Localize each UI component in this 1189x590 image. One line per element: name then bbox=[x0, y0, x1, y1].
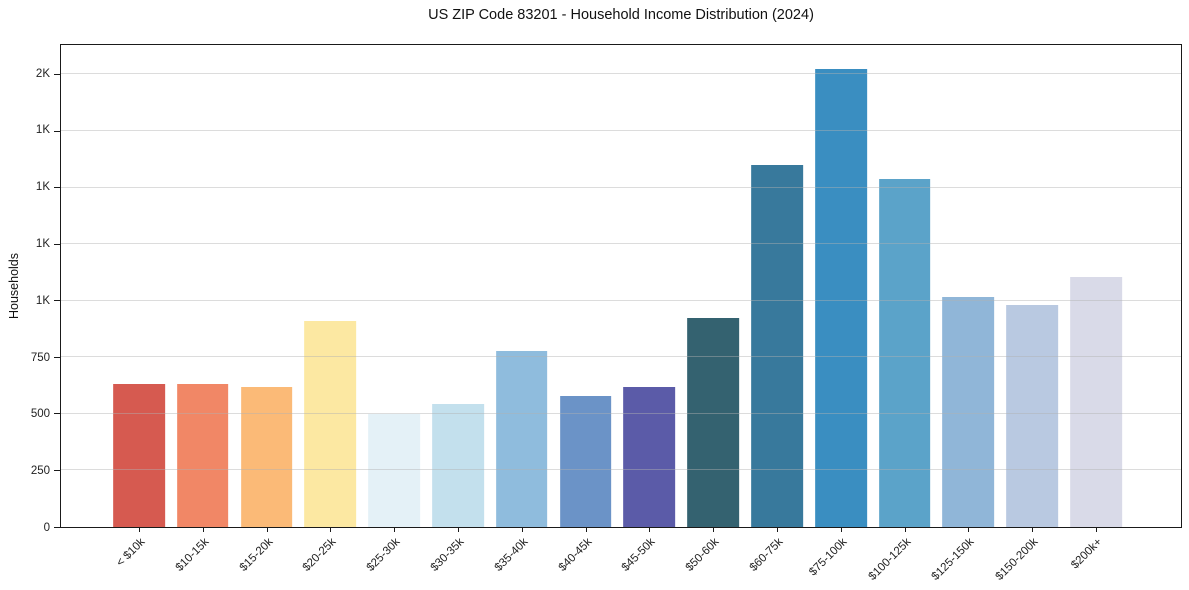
x-tick-mark bbox=[1032, 527, 1034, 532]
gridline-1000 bbox=[61, 299, 1181, 301]
y-tick-mark bbox=[54, 243, 60, 245]
x-tick-label: $200k+ bbox=[1069, 536, 1105, 572]
x-tick-mark bbox=[713, 527, 715, 532]
bar-slot: $30-35k bbox=[426, 45, 490, 574]
bar-slot: $50-60k bbox=[681, 45, 745, 574]
x-tick-label: $25-30k bbox=[364, 536, 403, 574]
x-tick-mark bbox=[202, 527, 204, 532]
x-tick-mark bbox=[394, 527, 396, 532]
bar-60-75k bbox=[751, 164, 803, 527]
bar-slot: $100-125k bbox=[866, 45, 937, 583]
gridline-250 bbox=[61, 469, 1181, 471]
bar-100-125k bbox=[878, 178, 931, 527]
chart-title: US ZIP Code 83201 - Household Income Dis… bbox=[428, 7, 814, 23]
y-tick-label: 1K bbox=[35, 237, 50, 250]
bar-slot: $40-45k bbox=[554, 45, 618, 574]
x-tick-label: $50-60k bbox=[683, 536, 722, 574]
x-tick-label: $125-150k bbox=[930, 536, 977, 583]
x-tick-label: < $10k bbox=[114, 536, 148, 570]
x-tick-mark bbox=[968, 527, 970, 532]
bar-slot: $35-40k bbox=[490, 45, 554, 574]
y-tick-label: 2K bbox=[35, 67, 50, 80]
x-tick-mark bbox=[330, 527, 332, 532]
x-tick-mark bbox=[777, 527, 779, 532]
y-tick-mark bbox=[54, 130, 60, 132]
bar-slot: $200k+ bbox=[1064, 45, 1128, 571]
gridline-1500 bbox=[61, 186, 1181, 188]
plot-area: < $10k $10-15k $15-20k $20-25k $25-30k $30-35… bbox=[54, 44, 1182, 583]
bar-150-200k bbox=[1006, 305, 1059, 527]
bar-20-25k bbox=[304, 321, 357, 527]
bar-75-100k bbox=[815, 68, 867, 527]
y-tick-label: 750 bbox=[30, 351, 50, 364]
x-tick-mark bbox=[649, 527, 651, 532]
x-tick-mark bbox=[904, 527, 906, 532]
y-tick-mark bbox=[54, 73, 60, 75]
bar-10k bbox=[113, 384, 165, 527]
y-tick-label: 1K bbox=[35, 294, 50, 307]
bar-10-15k bbox=[176, 384, 229, 527]
x-tick-mark bbox=[266, 527, 268, 532]
bar-45-50k bbox=[623, 386, 676, 527]
x-tick-label: $40-45k bbox=[556, 536, 595, 574]
y-tick-mark bbox=[54, 187, 60, 189]
x-tick-mark bbox=[840, 527, 842, 532]
y-tick-label: 1K bbox=[35, 124, 50, 137]
x-tick-mark bbox=[1096, 527, 1098, 532]
y-tick-mark bbox=[54, 413, 60, 415]
bar-40-45k bbox=[559, 395, 612, 527]
bar-50-60k bbox=[687, 317, 740, 527]
bar-30-35k bbox=[432, 403, 484, 527]
bar-25-30k bbox=[368, 413, 420, 527]
y-tick-mark bbox=[54, 300, 60, 302]
bars-container: < $10k $10-15k $15-20k $20-25k $25-30k $30-35… bbox=[107, 45, 1128, 583]
y-tick-label: 0 bbox=[43, 522, 50, 534]
bar-slot: $20-25k bbox=[298, 45, 362, 574]
y-tick-mark bbox=[54, 526, 60, 528]
x-tick-mark bbox=[457, 527, 459, 532]
bar-200k bbox=[1070, 276, 1122, 527]
bar-slot: $15-20k bbox=[235, 45, 299, 574]
x-tick-label: $60-75k bbox=[747, 536, 786, 574]
x-tick-label: $30-35k bbox=[428, 536, 467, 574]
y-tick-label: 250 bbox=[30, 465, 50, 478]
x-tick-label: $100-125k bbox=[866, 536, 914, 583]
y-tick-mark bbox=[54, 356, 60, 358]
gridline-500 bbox=[61, 412, 1181, 414]
y-tick-label: 1K bbox=[35, 181, 50, 194]
bar-slot: $125-150k bbox=[930, 45, 1001, 583]
gridline-1250 bbox=[61, 243, 1181, 245]
y-tick-mark bbox=[54, 469, 60, 471]
x-tick-label: $75-100k bbox=[806, 536, 850, 579]
x-tick-label: $20-25k bbox=[300, 536, 339, 574]
x-tick-label: $35-40k bbox=[492, 536, 531, 574]
x-tick-label: $45-50k bbox=[620, 536, 658, 574]
x-tick-label: $15-20k bbox=[237, 536, 276, 574]
x-tick-mark bbox=[138, 527, 140, 532]
bar-slot: $45-50k bbox=[618, 45, 682, 574]
bar-slot: $60-75k bbox=[745, 45, 809, 574]
bar-15-20k bbox=[240, 386, 293, 527]
y-tick-label: 500 bbox=[30, 408, 50, 421]
bar-slot: $75-100k bbox=[807, 45, 873, 578]
x-tick-label: $150-200k bbox=[993, 536, 1041, 583]
bar-slot: $25-30k bbox=[362, 45, 426, 574]
y-axis-title: Households bbox=[7, 252, 21, 320]
x-tick-label: $10-15k bbox=[173, 536, 212, 574]
x-tick-mark bbox=[521, 527, 523, 532]
bar-125-150k bbox=[942, 297, 995, 527]
bar-slot: $150-200k bbox=[994, 45, 1064, 583]
bar-slot: < $10k bbox=[107, 45, 171, 569]
x-tick-mark bbox=[585, 527, 587, 532]
gridline-2000 bbox=[61, 73, 1181, 75]
bar-slot: $10-15k bbox=[171, 45, 235, 574]
gridline-1750 bbox=[61, 130, 1181, 131]
bar-35-40k bbox=[495, 350, 548, 527]
gridline-750 bbox=[61, 356, 1181, 358]
